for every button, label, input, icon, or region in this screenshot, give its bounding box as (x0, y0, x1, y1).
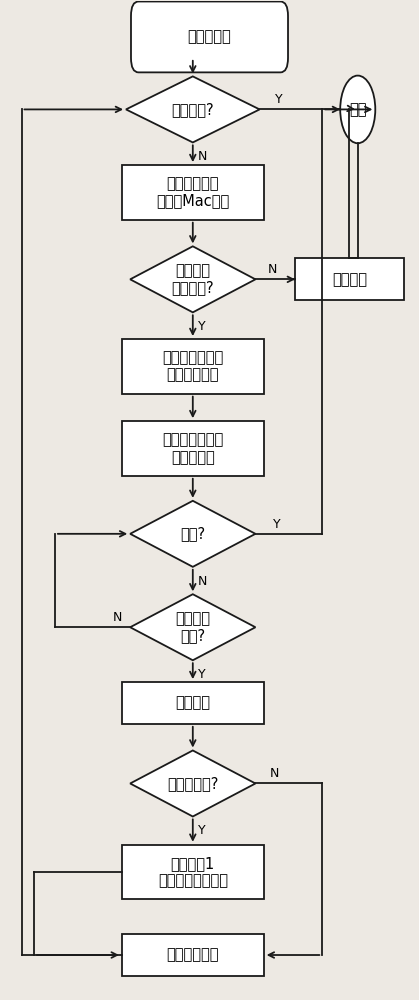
Text: 是成功响应?: 是成功响应? (167, 776, 218, 791)
FancyBboxPatch shape (131, 1, 288, 72)
Bar (122, 339, 264, 394)
Text: N: N (113, 611, 122, 624)
Text: 提取最先一个
设备的Mac地址: 提取最先一个 设备的Mac地址 (156, 176, 230, 209)
Text: Y: Y (198, 824, 206, 837)
Text: Y: Y (198, 320, 206, 333)
Text: 结束: 结束 (349, 102, 367, 117)
Bar (122, 682, 264, 724)
Text: N: N (269, 767, 279, 780)
Text: 中心点绑定: 中心点绑定 (188, 29, 231, 44)
Text: 成员数加1
发出连接激活确认: 成员数加1 发出连接激活确认 (158, 856, 228, 888)
Circle shape (340, 76, 375, 143)
Text: 超时?: 超时? (180, 526, 205, 541)
Bar (122, 421, 264, 476)
Polygon shape (130, 501, 256, 567)
Bar (122, 845, 264, 899)
Text: Y: Y (274, 93, 282, 106)
Polygon shape (130, 594, 256, 660)
Text: 解析响应: 解析响应 (175, 695, 210, 710)
Text: 释放连接资源: 释放连接资源 (166, 948, 219, 963)
Text: 发送连接请求帧
并等待响应: 发送连接请求帧 并等待响应 (162, 432, 223, 465)
Bar (122, 165, 264, 220)
Polygon shape (130, 246, 256, 312)
Text: N: N (267, 263, 277, 276)
Text: Y: Y (272, 518, 280, 531)
Text: 清征召表: 清征召表 (332, 272, 367, 287)
Text: Y: Y (198, 668, 206, 681)
Bar (295, 258, 403, 300)
Text: 分配空闲的端口
建立连接入口: 分配空闲的端口 建立连接入口 (162, 350, 223, 383)
Text: N: N (197, 575, 207, 588)
Text: 征召表空?: 征召表空? (171, 102, 214, 117)
Text: 收到请求
响应?: 收到请求 响应? (175, 611, 210, 643)
Polygon shape (126, 76, 260, 142)
Polygon shape (130, 750, 256, 816)
Text: 有空闲的
端口资源?: 有空闲的 端口资源? (171, 263, 214, 296)
Bar (122, 934, 264, 976)
Text: N: N (197, 150, 207, 163)
